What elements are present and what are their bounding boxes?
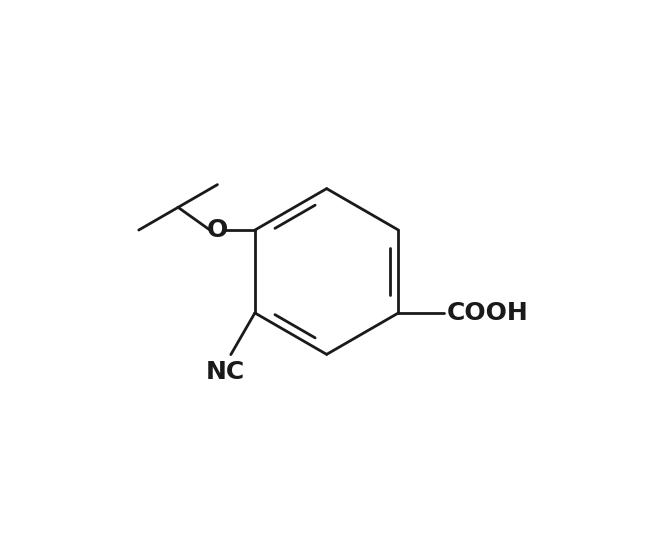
Text: NC: NC	[206, 360, 245, 384]
Text: O: O	[207, 218, 228, 242]
Text: COOH: COOH	[447, 301, 529, 325]
